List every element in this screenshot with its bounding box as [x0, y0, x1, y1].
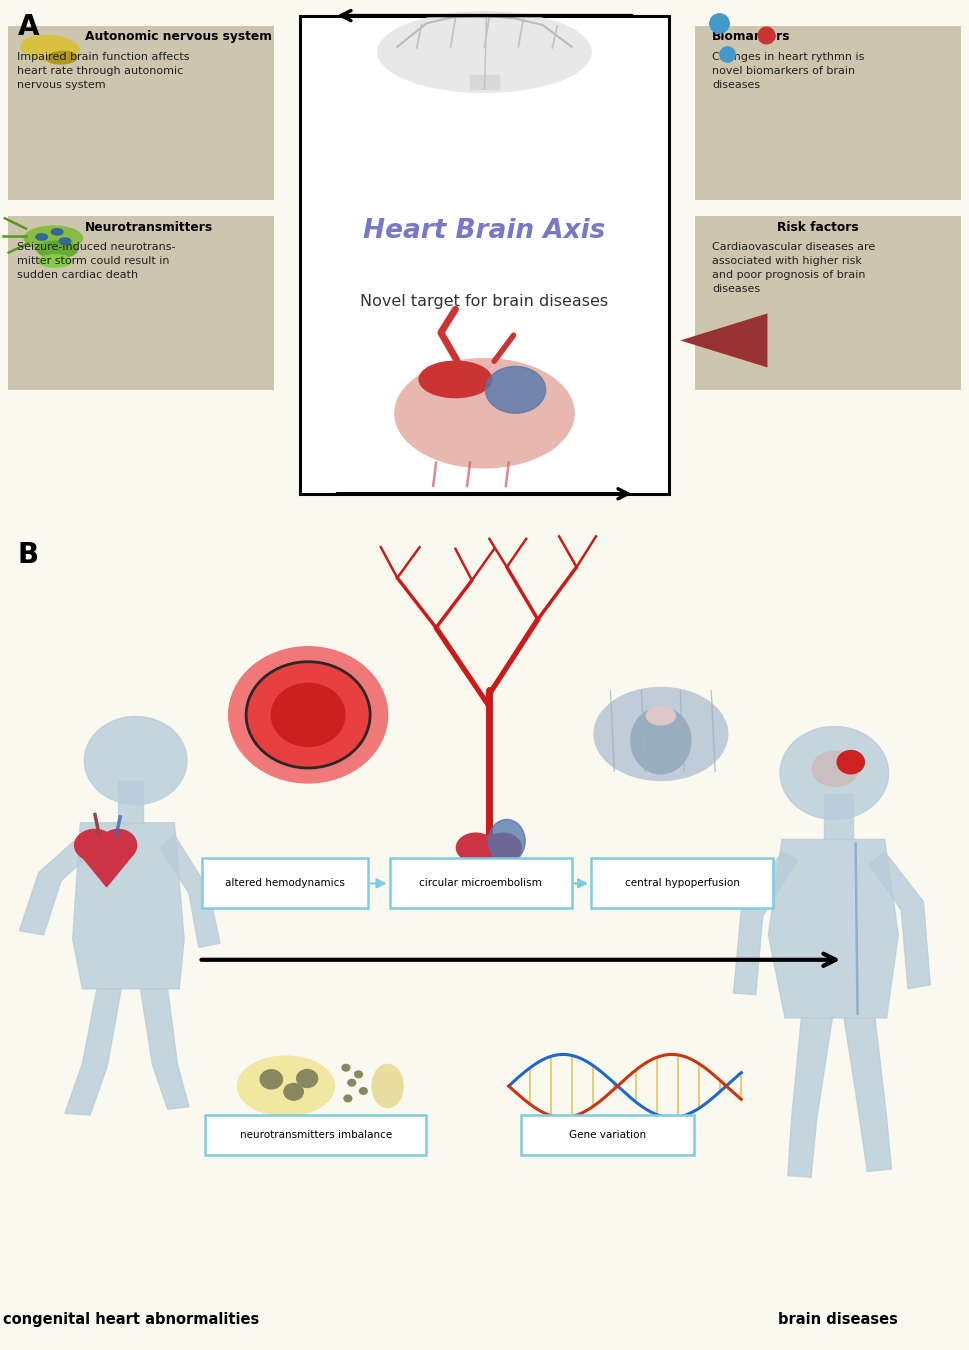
Text: Cardiaovascular diseases are
associated with higher risk
and poor prognosis of b: Cardiaovascular diseases are associated …: [712, 242, 875, 294]
Polygon shape: [680, 313, 767, 367]
Text: Seizure-induced neurotrans-
mitter storm could result in
sudden cardiac death: Seizure-induced neurotrans- mitter storm…: [17, 242, 176, 279]
Bar: [8, 26, 274, 200]
Ellipse shape: [372, 1064, 403, 1107]
Polygon shape: [734, 852, 797, 995]
Ellipse shape: [631, 707, 691, 774]
Circle shape: [342, 1064, 350, 1071]
Circle shape: [271, 683, 345, 747]
FancyBboxPatch shape: [202, 859, 368, 909]
Text: Changes in heart rythmn is
novel biomarkers of brain
diseases: Changes in heart rythmn is novel biomark…: [712, 51, 864, 90]
Circle shape: [348, 1080, 356, 1085]
Ellipse shape: [75, 829, 115, 861]
Text: central hypoperfusion: central hypoperfusion: [625, 879, 739, 888]
Bar: [695, 216, 961, 390]
Polygon shape: [73, 822, 184, 988]
Circle shape: [780, 726, 889, 819]
Ellipse shape: [485, 366, 546, 413]
Circle shape: [51, 228, 63, 235]
Ellipse shape: [100, 829, 137, 861]
Circle shape: [359, 1088, 367, 1095]
FancyBboxPatch shape: [591, 859, 773, 909]
Ellipse shape: [456, 833, 495, 863]
Bar: [300, 16, 669, 494]
Ellipse shape: [24, 225, 82, 250]
Circle shape: [84, 717, 187, 805]
Ellipse shape: [646, 706, 675, 725]
Circle shape: [246, 662, 370, 768]
Circle shape: [837, 751, 864, 774]
Bar: [695, 26, 961, 200]
Polygon shape: [141, 988, 189, 1110]
Text: neurotransmitters imbalance: neurotransmitters imbalance: [239, 1130, 392, 1139]
Text: brain diseases: brain diseases: [778, 1312, 898, 1327]
Polygon shape: [65, 988, 121, 1115]
Ellipse shape: [420, 362, 491, 398]
Circle shape: [355, 1071, 362, 1077]
Polygon shape: [844, 1018, 891, 1172]
Polygon shape: [19, 836, 97, 934]
Circle shape: [36, 234, 47, 240]
Circle shape: [284, 1084, 303, 1100]
Circle shape: [297, 1069, 318, 1088]
Text: circular microembolism: circular microembolism: [420, 879, 542, 888]
Text: Gene variation: Gene variation: [569, 1130, 646, 1139]
Ellipse shape: [395, 359, 574, 468]
Ellipse shape: [812, 752, 859, 786]
Polygon shape: [79, 853, 134, 887]
Ellipse shape: [488, 819, 525, 863]
Text: Autonomic nervous system: Autonomic nervous system: [85, 30, 272, 43]
Polygon shape: [869, 852, 930, 988]
Polygon shape: [160, 836, 220, 948]
Bar: [824, 794, 853, 840]
Bar: [470, 74, 499, 89]
FancyBboxPatch shape: [390, 859, 572, 909]
Text: Neurotransmitters: Neurotransmitters: [85, 221, 213, 234]
Bar: [118, 782, 143, 822]
Text: Risk factors: Risk factors: [777, 221, 859, 234]
Ellipse shape: [594, 687, 728, 780]
Text: altered hemodynamics: altered hemodynamics: [225, 879, 345, 888]
Circle shape: [229, 647, 388, 783]
Text: A: A: [17, 14, 39, 40]
Text: B: B: [17, 540, 39, 568]
Ellipse shape: [378, 12, 591, 92]
Text: Impaired brain function affects
heart rate through autonomic
nervous system: Impaired brain function affects heart ra…: [17, 51, 190, 90]
Ellipse shape: [237, 1056, 334, 1116]
Text: congenital heart abnormalities: congenital heart abnormalities: [3, 1312, 259, 1327]
Ellipse shape: [47, 51, 78, 63]
Polygon shape: [788, 1018, 832, 1177]
Circle shape: [260, 1069, 283, 1089]
Circle shape: [59, 238, 71, 244]
Circle shape: [344, 1095, 352, 1102]
Bar: [8, 216, 274, 390]
Text: Novel target for brain diseases: Novel target for brain diseases: [360, 294, 609, 309]
FancyBboxPatch shape: [205, 1115, 426, 1154]
Text: Biomarkers: Biomarkers: [712, 30, 791, 43]
FancyBboxPatch shape: [521, 1115, 694, 1154]
Polygon shape: [768, 840, 898, 1018]
Ellipse shape: [39, 255, 72, 267]
Text: Heart Brain Axis: Heart Brain Axis: [363, 219, 606, 244]
Ellipse shape: [484, 833, 521, 863]
Ellipse shape: [37, 242, 78, 258]
Ellipse shape: [21, 35, 79, 61]
